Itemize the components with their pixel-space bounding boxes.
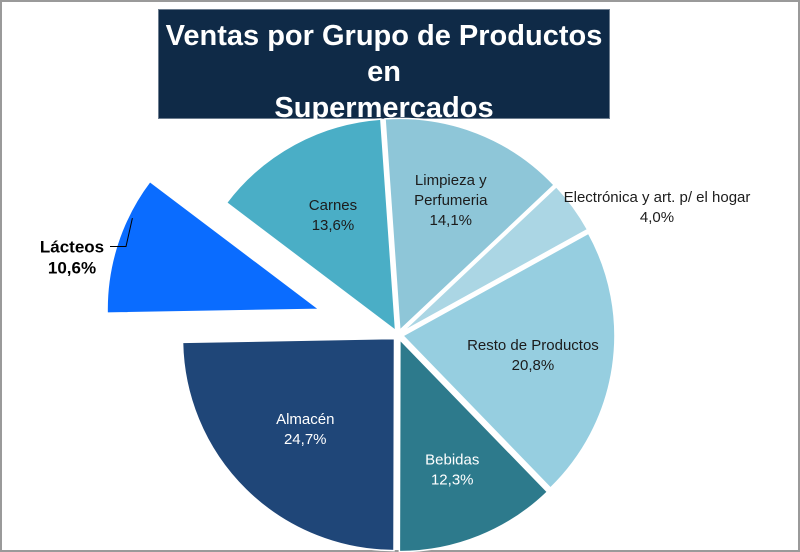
slice-name-label-4: Bebidas <box>425 451 479 468</box>
leader-line-6 <box>110 218 133 247</box>
pie-slice-3 <box>401 232 616 490</box>
pie-slice-2 <box>401 185 589 333</box>
slice-name-label-1: Limpieza y <box>415 172 487 189</box>
chart-title-line1: Ventas por Grupo de Productos en <box>165 20 603 88</box>
slice-value-label-1: 14,1% <box>429 212 472 229</box>
slice-value-label-2: 4,0% <box>640 209 674 226</box>
slice-name-label-5: Almacén <box>276 411 334 428</box>
pie-slice-6 <box>106 180 322 314</box>
slice-value-label-3: 20,8% <box>512 357 555 374</box>
slice-value-label-6: 10,6% <box>48 259 96 278</box>
slice-value-label-7: 13,6% <box>312 217 355 234</box>
slice-name-label-2: Electrónica y art. p/ el hogar <box>564 189 751 206</box>
pie-slice-7 <box>225 118 397 333</box>
slice-name-label-1: Perfumeria <box>414 192 488 209</box>
chart-title-box: Ventas por Grupo de Productos en Superme… <box>158 9 610 152</box>
slice-name-label-6: Lácteos <box>40 238 104 257</box>
pie-slice-4 <box>398 337 549 552</box>
slice-value-label-5: 24,7% <box>284 431 327 448</box>
chart-title-line2: Supermercados <box>274 92 494 124</box>
pie-slice-1 <box>384 117 556 332</box>
slice-name-label-3: Resto de Productos <box>467 337 599 354</box>
slice-value-label-4: 12,3% <box>431 471 474 488</box>
slice-name-label-7: Carnes <box>309 197 357 214</box>
pie-slice-5 <box>181 337 396 552</box>
